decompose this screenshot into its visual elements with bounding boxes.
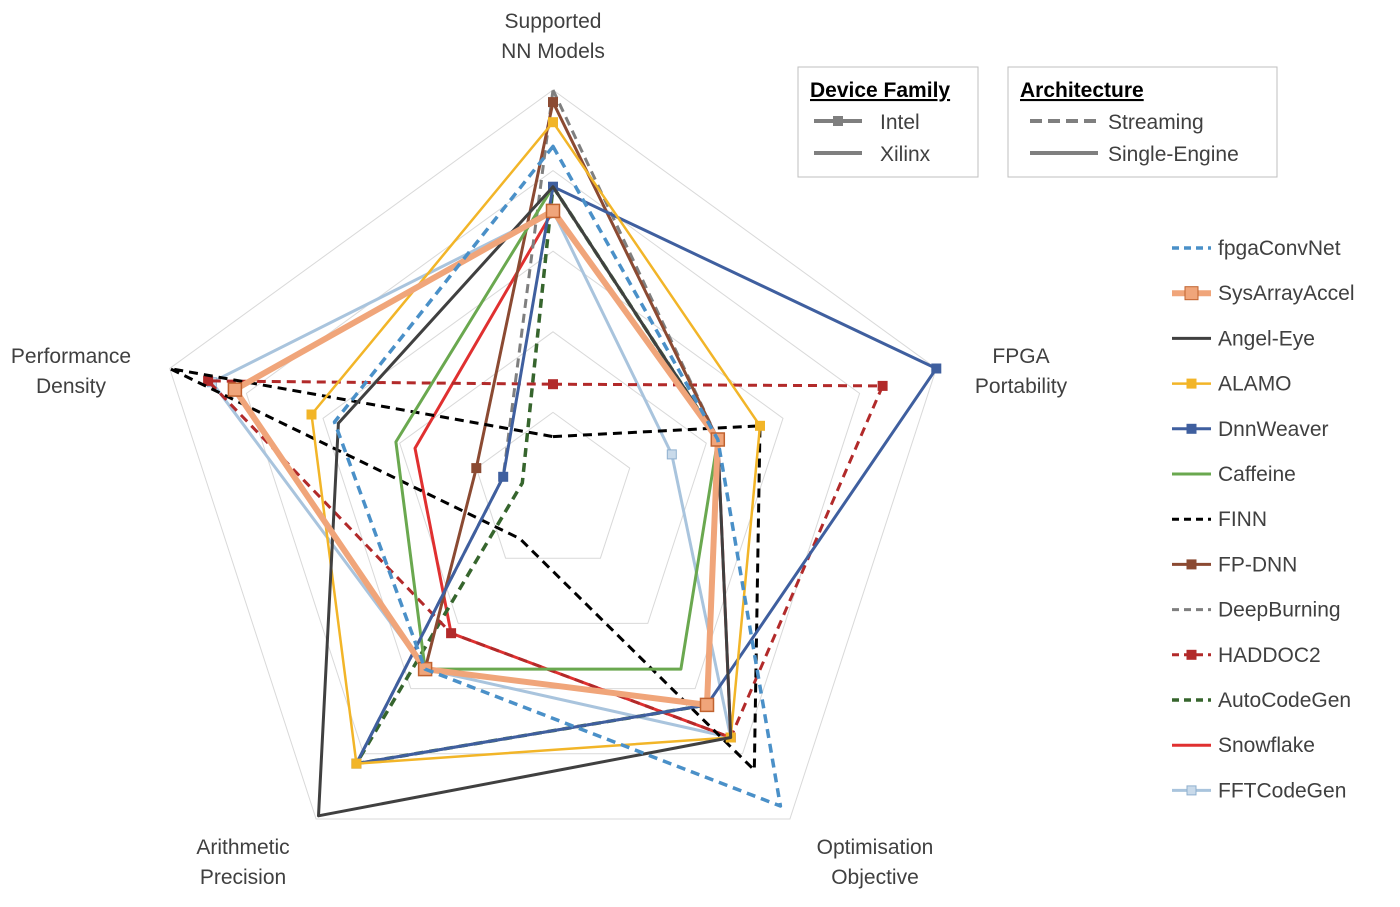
grid-ring-5 xyxy=(169,89,937,820)
axis-label-arithmetic-precision-line2: Precision xyxy=(200,866,286,889)
series-angel-eye xyxy=(317,185,733,818)
legend-item-fp-dnn: FP-DNN xyxy=(1172,553,1297,576)
series-marker-fp-dnn-0 xyxy=(548,97,558,108)
axis-label-fpga-portability-line1: FPGA xyxy=(992,345,1049,368)
legend-intel-marker xyxy=(833,116,843,126)
axis-label-performance-density-line1: Performance xyxy=(11,345,131,368)
series-line-sysarrayaccel xyxy=(231,207,721,708)
axis-labels: Supported NN Models FPGA Portability Opt… xyxy=(11,10,1068,889)
axis-label-supported-nn-models-line2: NN Models xyxy=(501,40,605,63)
legend-item-sysarrayaccel: SysArrayAccel xyxy=(1172,282,1355,305)
legend-label-angel-eye: Angel-Eye xyxy=(1218,327,1315,350)
series-sysarrayaccel xyxy=(227,203,726,713)
axis-label-optimisation-objective-line2: Objective xyxy=(831,866,919,889)
series-line-autocodegen xyxy=(354,184,720,766)
device-family-legend-title: Device Family xyxy=(810,79,950,102)
series-fpgaconvnet xyxy=(332,144,783,808)
legend-item-caffeine: Caffeine xyxy=(1172,463,1296,486)
series-line-angel-eye xyxy=(317,185,733,818)
legend-item-dnnweaver: DnnWeaver xyxy=(1172,418,1329,441)
series-autocodegen xyxy=(354,184,720,766)
legend-marker-fp-dnn xyxy=(1186,559,1197,570)
device-family-legend: Device Family Intel Xilinx xyxy=(797,66,979,178)
grid-ring-3 xyxy=(322,250,784,690)
legend-label-fftcodegen: FFTCodeGen xyxy=(1218,779,1346,802)
series-marker-alamo-0 xyxy=(548,117,558,128)
series-marker-alamo-1 xyxy=(755,420,765,431)
series-line-alamo xyxy=(310,120,762,765)
legend-marker-dnnweaver xyxy=(1186,423,1197,434)
series-line-haddoc2 xyxy=(206,379,885,739)
legend-item-angel-eye: Angel-Eye xyxy=(1172,327,1315,350)
series-marker-dnnweaver-1 xyxy=(931,363,942,374)
legend-label-alamo: ALAMO xyxy=(1218,373,1292,396)
legend-label-autocodegen: AutoCodeGen xyxy=(1218,689,1351,712)
legend-label-sysarrayaccel: SysArrayAccel xyxy=(1218,282,1355,305)
series-fftcodegen xyxy=(206,205,736,743)
legend-label-snowflake: Snowflake xyxy=(1218,734,1315,757)
axis-label-arithmetic-precision-line1: Arithmetic xyxy=(196,836,289,859)
series-dnnweaver xyxy=(351,181,942,769)
series-line-fpgaconvnet xyxy=(332,144,783,808)
series-marker-dnnweaver-4 xyxy=(498,471,509,482)
legend-label-fpgaconvnet: fpgaConvNet xyxy=(1218,237,1341,260)
legend-streaming-label: Streaming xyxy=(1108,111,1204,134)
legend-item-deepburning: DeepBurning xyxy=(1172,599,1341,622)
legend-item-haddoc2: HADDOC2 xyxy=(1172,644,1321,667)
legend-label-haddoc2: HADDOC2 xyxy=(1218,644,1321,667)
series-marker-haddoc2-1 xyxy=(877,380,888,391)
grid-ring-2 xyxy=(399,331,707,624)
series-legend: fpgaConvNet SysArrayAccel Angel-Eye ALAMO Dn… xyxy=(1172,237,1355,802)
series-line-fftcodegen xyxy=(210,209,733,739)
legend-item-fpgaconvnet: fpgaConvNet xyxy=(1172,237,1341,260)
architecture-legend: Architecture Streaming Single-Engine xyxy=(1007,66,1278,178)
legend-label-finn: FINN xyxy=(1218,508,1267,531)
legend-item-snowflake: Snowflake xyxy=(1172,734,1315,757)
series-line-fp-dnn xyxy=(423,100,720,707)
axis-label-optimisation-objective-line1: Optimisation xyxy=(817,836,934,859)
axis-label-fpga-portability-line2: Portability xyxy=(975,375,1068,398)
series-marker-haddoc2-3 xyxy=(446,628,457,639)
legend-label-fp-dnn: FP-DNN xyxy=(1218,553,1297,576)
axis-label-supported-nn-models-line1: Supported xyxy=(505,10,602,33)
legend-item-alamo: ALAMO xyxy=(1172,373,1292,396)
series-marker-alamo-3 xyxy=(351,758,362,769)
series-finn xyxy=(168,367,762,772)
series-marker-sysarrayaccel-2 xyxy=(699,697,715,713)
series-marker-sysarrayaccel-0 xyxy=(545,203,561,219)
series-layer xyxy=(168,88,942,818)
legend-label-dnnweaver: DnnWeaver xyxy=(1218,418,1329,441)
series-deepburning xyxy=(354,88,720,766)
series-fp-dnn xyxy=(420,97,723,710)
legend-label-caffeine: Caffeine xyxy=(1218,463,1296,486)
series-line-deepburning xyxy=(354,88,720,766)
grid-ring-1 xyxy=(475,411,631,559)
legend-label-deepburning: DeepBurning xyxy=(1218,599,1341,622)
series-marker-fp-dnn-4 xyxy=(471,463,482,474)
legend-xilinx-label: Xilinx xyxy=(880,143,931,166)
legend-item-autocodegen: AutoCodeGen xyxy=(1172,689,1351,712)
architecture-legend-title: Architecture xyxy=(1020,79,1144,102)
legend-marker-sysarrayaccel xyxy=(1184,286,1199,301)
legend-marker-haddoc2 xyxy=(1186,649,1197,660)
legend-marker-alamo xyxy=(1186,378,1197,389)
legend-item-finn: FINN xyxy=(1172,508,1267,531)
legend-item-fftcodegen: FFTCodeGen xyxy=(1172,779,1346,802)
legend-intel-label: Intel xyxy=(880,111,920,134)
series-line-finn xyxy=(168,367,762,772)
legend-single-engine-label: Single-Engine xyxy=(1108,143,1239,166)
series-marker-alamo-4 xyxy=(306,409,317,420)
series-marker-haddoc2-0 xyxy=(548,379,558,390)
series-line-dnnweaver xyxy=(354,185,938,766)
series-marker-sysarrayaccel-4 xyxy=(227,382,243,397)
grid-ring-4 xyxy=(245,169,861,755)
series-marker-fftcodegen-1 xyxy=(666,449,677,460)
legend-marker-fftcodegen xyxy=(1186,785,1197,796)
axis-label-performance-density-line2: Density xyxy=(36,375,107,398)
